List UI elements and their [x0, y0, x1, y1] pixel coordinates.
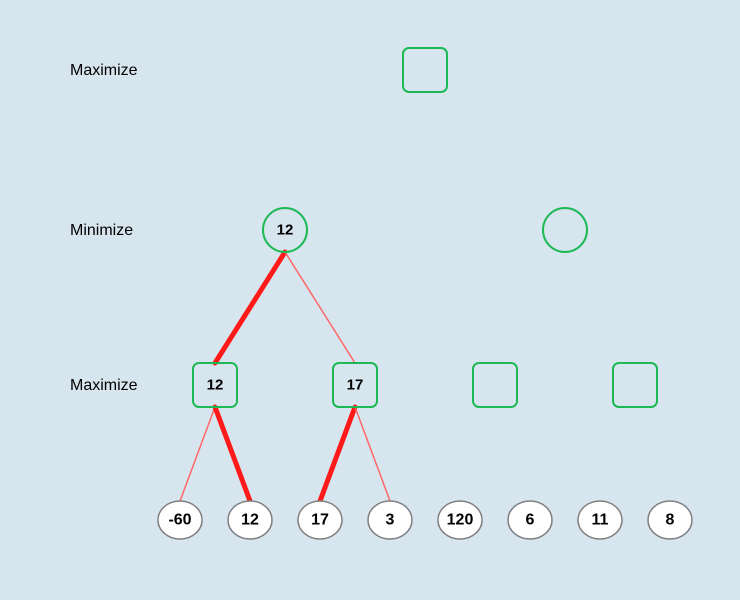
- level-label-minimize: Minimize: [70, 222, 133, 240]
- leaf-5: 6: [508, 501, 552, 539]
- leaf-2: 17: [298, 501, 342, 539]
- leaves-group: -60 12 17 3 120 6 11 8: [158, 501, 692, 539]
- leaf-1: 12: [228, 501, 272, 539]
- edge-4: [320, 407, 355, 501]
- level-label-maximize-1: Maximize: [70, 62, 138, 80]
- edge-1: [285, 252, 355, 363]
- node-value-min1: 12: [277, 222, 294, 239]
- level-label-maximize-2: Maximize: [70, 377, 138, 395]
- leaf-value-2: 17: [311, 512, 329, 529]
- node-min1: 12: [263, 208, 307, 252]
- leaf-value-1: 12: [241, 512, 259, 529]
- nodes-group: 12 12 17: [193, 48, 657, 407]
- minimax-tree-diagram: 12 12 17 -60 12 17 3 120 6 11 8: [0, 0, 740, 600]
- edge-5: [355, 407, 390, 501]
- node-min2: [543, 208, 587, 252]
- leaf-3: 3: [368, 501, 412, 539]
- leaf-value-7: 8: [666, 512, 675, 529]
- node-max1: 12: [193, 363, 237, 407]
- leaf-value-6: 11: [592, 512, 609, 529]
- leaf-6: 11: [578, 501, 622, 539]
- leaf-value-4: 120: [447, 512, 474, 529]
- edge-2: [180, 407, 215, 501]
- node-root: [403, 48, 447, 92]
- leaf-0: -60: [158, 501, 202, 539]
- leaf-value-0: -60: [168, 512, 191, 529]
- edge-3: [215, 407, 250, 501]
- node-max3: [473, 363, 517, 407]
- leaf-value-5: 6: [526, 512, 535, 529]
- node-value-max2: 17: [347, 377, 364, 394]
- node-max4: [613, 363, 657, 407]
- leaf-7: 8: [648, 501, 692, 539]
- leaf-value-3: 3: [386, 512, 395, 529]
- node-value-max1: 12: [207, 377, 224, 394]
- leaf-4: 120: [438, 501, 482, 539]
- node-max2: 17: [333, 363, 377, 407]
- edge-0: [215, 252, 285, 363]
